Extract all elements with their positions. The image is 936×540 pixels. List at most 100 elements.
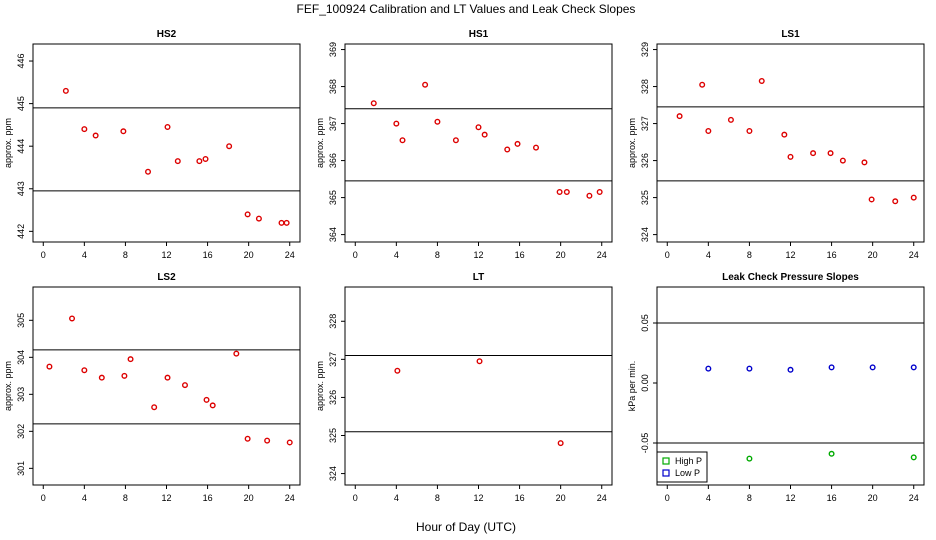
data-point bbox=[504, 146, 511, 153]
y-tick-label: 369 bbox=[328, 42, 338, 57]
data-point bbox=[557, 440, 564, 447]
y-tick-label: 304 bbox=[16, 350, 26, 365]
data-point bbox=[476, 358, 483, 365]
x-tick-label: 4 bbox=[82, 493, 87, 503]
data-point bbox=[563, 189, 570, 196]
x-tick-label: 24 bbox=[909, 493, 919, 503]
data-point bbox=[264, 437, 271, 444]
data-point bbox=[787, 153, 794, 160]
data-point bbox=[394, 367, 401, 374]
figure-title: FEF_100924 Calibration and LT Values and… bbox=[297, 2, 636, 16]
y-tick-label: 326 bbox=[328, 390, 338, 405]
data-point bbox=[370, 100, 377, 107]
y-tick-label: 305 bbox=[16, 313, 26, 328]
data-point bbox=[164, 124, 171, 131]
y-axis-label: approx. ppm bbox=[315, 361, 325, 411]
x-tick-label: 12 bbox=[785, 493, 795, 503]
y-tick-label: 328 bbox=[328, 314, 338, 329]
panel-title: LS1 bbox=[781, 29, 800, 40]
x-tick-label: 8 bbox=[123, 493, 128, 503]
y-tick-label: 324 bbox=[640, 227, 650, 242]
data-point bbox=[892, 198, 899, 205]
x-tick-label: 4 bbox=[706, 250, 711, 260]
plot-frame bbox=[32, 43, 301, 243]
data-point bbox=[255, 215, 262, 222]
y-axis-label: approx. ppm bbox=[627, 118, 637, 168]
x-tick-label: 0 bbox=[665, 493, 670, 503]
y-tick-label: 367 bbox=[328, 116, 338, 131]
data-point bbox=[828, 364, 835, 371]
data-point bbox=[727, 116, 734, 123]
x-tick-label: 16 bbox=[827, 493, 837, 503]
x-tick-label: 24 bbox=[597, 250, 607, 260]
panel-title: HS1 bbox=[469, 29, 489, 40]
data-point bbox=[699, 81, 706, 88]
panel-title: HS2 bbox=[157, 29, 177, 40]
y-tick-label: 325 bbox=[640, 190, 650, 205]
data-point bbox=[746, 127, 753, 134]
data-point bbox=[533, 144, 540, 151]
data-point bbox=[452, 137, 459, 144]
y-tick-label: 324 bbox=[328, 466, 338, 481]
data-point bbox=[127, 356, 134, 363]
y-tick-label: 326 bbox=[640, 153, 650, 168]
x-tick-label: 16 bbox=[515, 250, 525, 260]
data-point bbox=[399, 137, 406, 144]
legend-box bbox=[656, 451, 708, 483]
x-tick-label: 16 bbox=[515, 493, 525, 503]
data-point bbox=[209, 402, 216, 409]
data-point bbox=[202, 155, 209, 162]
panel-ls2: LS2 0 4 8 12 16 20 24 301 302 303 304 305 approx. ppm bbox=[3, 272, 301, 503]
x-tick-label: 12 bbox=[785, 250, 795, 260]
data-point bbox=[746, 365, 753, 372]
legend-swatch bbox=[662, 469, 670, 477]
data-point bbox=[586, 192, 593, 199]
data-point bbox=[233, 350, 240, 357]
y-tick-label: 366 bbox=[328, 153, 338, 168]
x-tick-label: 0 bbox=[353, 250, 358, 260]
panel-title: LS2 bbox=[157, 272, 176, 283]
data-point bbox=[164, 374, 171, 381]
x-tick-label: 20 bbox=[556, 493, 566, 503]
data-point bbox=[244, 211, 251, 218]
y-tick-label: -0.05 bbox=[640, 433, 650, 454]
y-tick-label: 0.05 bbox=[640, 314, 650, 332]
x-tick-label: 4 bbox=[706, 493, 711, 503]
x-tick-label: 12 bbox=[473, 493, 483, 503]
x-tick-label: 24 bbox=[285, 493, 295, 503]
data-point bbox=[181, 382, 188, 389]
data-point bbox=[151, 404, 158, 411]
data-point bbox=[596, 189, 603, 196]
x-tick-label: 16 bbox=[827, 250, 837, 260]
panel-title: LT bbox=[473, 272, 484, 283]
plot-frame bbox=[344, 286, 613, 486]
x-tick-label: 20 bbox=[244, 250, 254, 260]
y-tick-label: 302 bbox=[16, 424, 26, 439]
data-point bbox=[910, 194, 917, 201]
data-point bbox=[393, 120, 400, 127]
x-tick-label: 0 bbox=[353, 493, 358, 503]
y-tick-label: 443 bbox=[16, 181, 26, 196]
y-tick-label: 328 bbox=[640, 79, 650, 94]
x-tick-label: 20 bbox=[244, 493, 254, 503]
data-point bbox=[226, 143, 233, 150]
data-point bbox=[81, 367, 88, 374]
data-point bbox=[869, 364, 876, 371]
data-point bbox=[286, 439, 293, 446]
x-tick-label: 12 bbox=[161, 493, 171, 503]
y-axis-label: approx. ppm bbox=[3, 361, 13, 411]
data-point bbox=[746, 455, 753, 462]
y-tick-label: 329 bbox=[640, 42, 650, 57]
y-tick-label: 446 bbox=[16, 54, 26, 69]
data-point bbox=[514, 140, 521, 147]
data-point bbox=[98, 374, 105, 381]
x-tick-label: 0 bbox=[41, 493, 46, 503]
x-tick-label: 8 bbox=[123, 250, 128, 260]
x-tick-label: 20 bbox=[556, 250, 566, 260]
data-point bbox=[69, 315, 76, 322]
legend-label: High P bbox=[675, 456, 702, 466]
y-tick-label: 327 bbox=[328, 352, 338, 367]
x-tick-label: 20 bbox=[868, 250, 878, 260]
data-point bbox=[787, 366, 794, 373]
